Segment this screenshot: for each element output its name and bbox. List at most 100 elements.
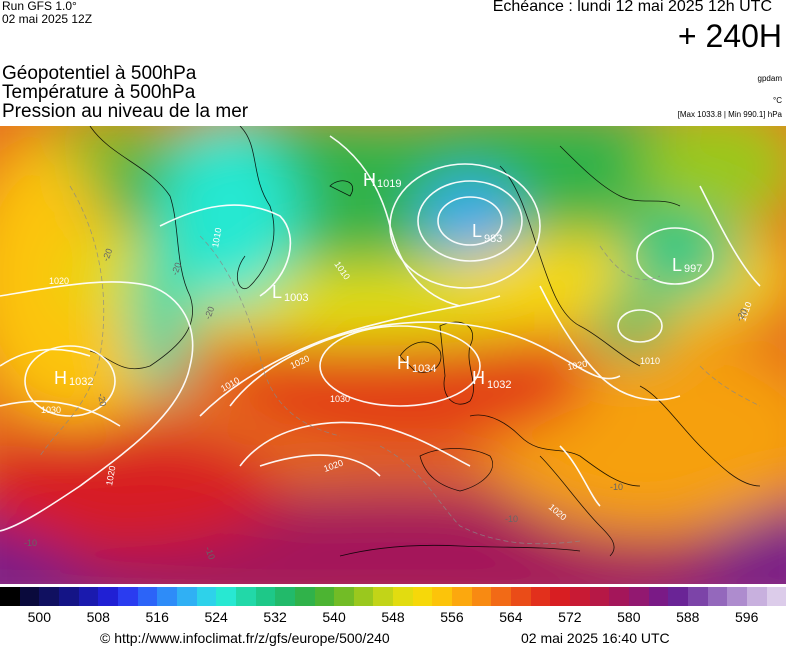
pressure-center-value: 1032 [487, 379, 511, 391]
scale-swatch [314, 587, 335, 606]
pressure-center-low: L [272, 282, 282, 302]
geopotential-field [0, 126, 786, 584]
coastlines [89, 126, 761, 557]
scale-label: 524 [204, 609, 228, 625]
scale-label: 588 [676, 609, 700, 625]
isobar-label: 1020 [104, 465, 117, 486]
temperature-label: -10 [24, 538, 37, 548]
temperature-labels: -20 -20 -20 -10 -10 -10 -20 -20 -10 [24, 247, 749, 561]
scale-swatch [117, 587, 138, 606]
scale-swatch [471, 587, 492, 606]
forecast-valid-time: Echéance : lundi 12 mai 2025 12h UTC [492, 0, 772, 15]
scale-swatch [334, 587, 354, 606]
scale-swatch [275, 587, 295, 606]
scale-swatch [353, 587, 374, 606]
temperature-label: -20 [100, 247, 114, 263]
scale-label: 500 [27, 609, 51, 625]
color-scale-labels: 5005085165245325405485565645725805885966… [0, 609, 786, 627]
scale-swatch [707, 587, 728, 606]
scale-swatch [216, 587, 236, 606]
scale-swatch [98, 587, 118, 606]
pressure-center-low: L [472, 221, 482, 241]
scale-label: 508 [86, 609, 110, 625]
weather-map: H 1019 L 983 L 997 L 1003 H 1032 H 1034 … [0, 126, 786, 584]
pressure-center-value: 1003 [284, 292, 308, 304]
scale-label: 564 [499, 609, 523, 625]
scale-swatch [393, 587, 413, 606]
temperature-label: -20 [202, 305, 216, 321]
scale-swatch [432, 587, 453, 606]
scale-swatch [452, 587, 472, 606]
param-pressure: Pression au niveau de la mer [2, 101, 249, 122]
scale-swatch [629, 587, 649, 606]
run-model: Run GFS 1.0° [2, 0, 77, 13]
temperature-label: -20 [169, 261, 183, 277]
scale-swatch [196, 587, 217, 606]
scale-label: 540 [322, 609, 346, 625]
isobar-label: 1010 [640, 356, 660, 366]
scale-swatch [550, 587, 571, 606]
scale-swatch [255, 587, 276, 606]
scale-swatch [176, 587, 197, 606]
unit-celsius: °C [773, 96, 782, 105]
scale-swatch [39, 587, 59, 606]
scale-swatch [570, 587, 590, 606]
isobar-label: 1020 [49, 276, 69, 286]
scale-label: 580 [617, 609, 641, 625]
scale-swatch [766, 587, 786, 606]
pressure-center-value: 1019 [377, 178, 401, 190]
pressure-center-value: 983 [484, 233, 502, 245]
scale-swatch [648, 587, 669, 606]
temperature-isotherms [39, 185, 761, 545]
isobars [0, 135, 761, 532]
scale-label: 572 [558, 609, 582, 625]
lead-time: + 240H [677, 18, 782, 54]
unit-gpdam: gpdam [757, 74, 782, 83]
pressure-center-labels: H 1019 L 983 L 997 L 1003 H 1032 H 1034 … [54, 170, 702, 391]
pressure-center-low: L [672, 255, 682, 275]
temperature-label: -10 [203, 545, 217, 561]
scale-swatch [727, 587, 747, 606]
scale-swatch [746, 587, 767, 606]
scale-swatch [589, 587, 610, 606]
isobar-label: 1030 [330, 394, 350, 404]
scale-swatch [491, 587, 512, 606]
param-temperature: Température à 500hPa [2, 82, 196, 103]
scale-swatch [294, 587, 315, 606]
pressure-center-high: H [397, 353, 410, 373]
scale-swatch [58, 587, 79, 606]
scale-label: 556 [440, 609, 464, 625]
pressure-minmax: [Max 1033.8 | Min 990.1] hPa [677, 110, 782, 119]
scale-label: 548 [381, 609, 405, 625]
scale-swatch [412, 587, 433, 606]
scale-swatch [137, 587, 158, 606]
scale-label: 596 [735, 609, 759, 625]
scale-swatch [78, 587, 99, 606]
generated-timestamp: 02 mai 2025 16:40 UTC [521, 630, 670, 646]
scale-swatch [511, 587, 531, 606]
scale-swatch [0, 587, 20, 606]
pressure-center-high: H [363, 170, 376, 190]
scale-label: 516 [145, 609, 169, 625]
param-geopotential: Géopotentiel à 500hPa [2, 63, 197, 84]
scale-swatch [668, 587, 688, 606]
scale-swatch [609, 587, 629, 606]
pressure-center-value: 1032 [69, 376, 93, 388]
temperature-label: -10 [505, 514, 518, 524]
scale-swatch [530, 587, 551, 606]
isobar-label: 1030 [41, 405, 61, 415]
source-url: © http://www.infoclimat.fr/z/gfs/europe/… [100, 630, 390, 646]
temperature-label: -20 [96, 393, 108, 408]
scale-swatch [687, 587, 708, 606]
run-date: 02 mai 2025 12Z [2, 12, 93, 26]
scale-swatch [157, 587, 177, 606]
scale-swatch [373, 587, 394, 606]
pressure-center-value: 997 [684, 263, 702, 275]
scale-swatch [19, 587, 40, 606]
isobar-label: 1010 [210, 227, 223, 248]
scale-label: 532 [263, 609, 287, 625]
pressure-center-high: H [472, 368, 485, 388]
scale-swatch [235, 587, 256, 606]
color-scale-bar [0, 587, 786, 606]
pressure-center-high: H [54, 368, 67, 388]
